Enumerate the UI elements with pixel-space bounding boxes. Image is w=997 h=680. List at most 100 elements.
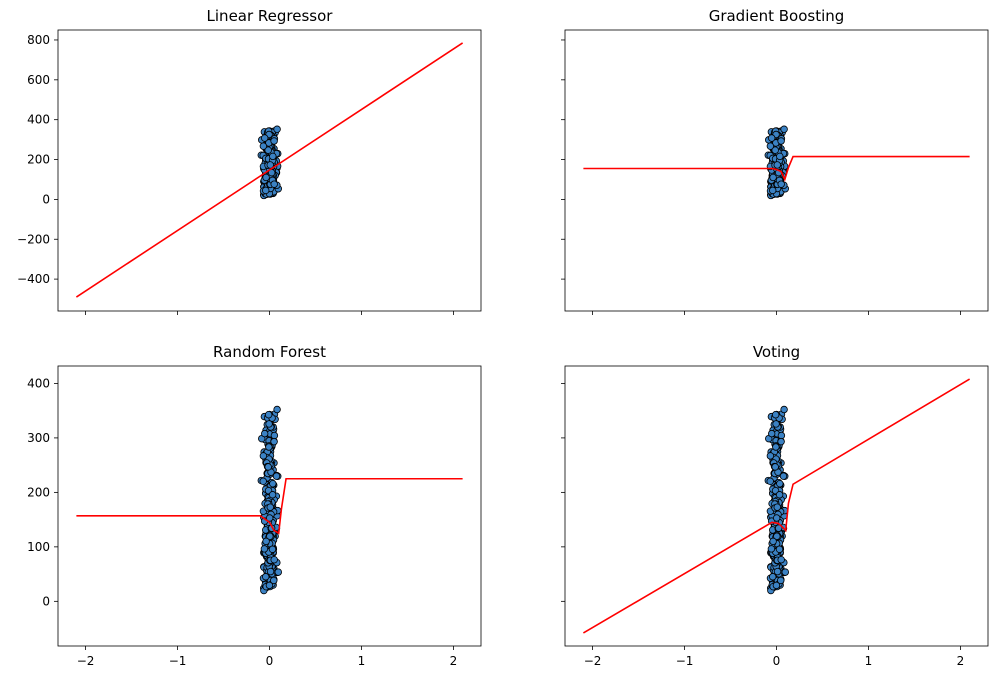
- plot-area: [75, 42, 464, 298]
- data-point: [270, 180, 278, 188]
- data-point: [270, 556, 278, 564]
- data-point: [266, 532, 274, 540]
- data-point: [273, 125, 281, 133]
- prediction-line: [583, 155, 970, 182]
- data-point: [265, 514, 274, 522]
- x-tick-label: 0: [773, 654, 781, 668]
- y-tick-label: 0: [42, 594, 50, 608]
- data-point: [270, 576, 278, 585]
- data-point: [773, 503, 781, 511]
- data-point: [773, 532, 781, 540]
- y-tick-label: 800: [27, 33, 50, 47]
- data-point: [270, 431, 279, 440]
- data-point: [265, 443, 273, 451]
- y-tick-label: 400: [27, 113, 50, 127]
- data-point: [264, 463, 272, 471]
- y-tick-label: 0: [42, 192, 50, 206]
- data-point: [771, 411, 780, 419]
- data-point: [766, 477, 774, 485]
- y-tick-label: 600: [27, 73, 50, 87]
- data-point: [777, 431, 786, 440]
- x-tick-label: 1: [865, 654, 873, 668]
- subplot-random-forest: Random Forest −2 −1 0 1 2 0 100 200 300 400: [27, 343, 482, 668]
- plot-area: [582, 378, 971, 634]
- data-point: [259, 477, 267, 485]
- y-tick-label: 300: [27, 431, 50, 445]
- data-point: [776, 479, 784, 488]
- data-point: [775, 491, 784, 499]
- prediction-line: [76, 477, 463, 535]
- data-point: [781, 568, 789, 576]
- data-point: [769, 573, 777, 581]
- data-point: [266, 503, 274, 511]
- y-tick-label: −200: [17, 232, 50, 246]
- y-tick-label: −400: [17, 272, 50, 286]
- plot-area: [583, 125, 970, 200]
- data-point: [259, 142, 268, 150]
- data-point: [259, 452, 268, 460]
- data-point: [273, 405, 281, 414]
- data-point: [775, 545, 784, 553]
- data-point: [274, 568, 282, 576]
- data-point: [260, 429, 269, 438]
- data-point: [777, 556, 785, 564]
- data-point: [272, 472, 281, 480]
- data-point: [769, 186, 777, 195]
- x-tick-label: −1: [676, 654, 694, 668]
- data-point: [777, 180, 785, 188]
- data-point: [270, 137, 278, 145]
- y-tick-label: 200: [27, 153, 50, 167]
- data-point: [769, 537, 777, 546]
- data-point: [260, 545, 269, 553]
- prediction-line: [582, 378, 971, 634]
- y-tick-label: 100: [27, 540, 50, 554]
- data-point: [266, 567, 275, 576]
- data-point: [772, 581, 781, 590]
- subplot-title: Random Forest: [213, 343, 326, 361]
- plot-area: [76, 405, 463, 595]
- data-point: [269, 479, 277, 488]
- subplot-voting: Voting −2 −1 0 1 2: [561, 343, 989, 668]
- data-point: [767, 134, 776, 142]
- y-tick-label: 200: [27, 485, 50, 499]
- data-point: [767, 545, 776, 553]
- x-tick-label: 1: [358, 654, 366, 668]
- x-tick-label: −2: [584, 654, 602, 668]
- data-point: [772, 443, 780, 451]
- subplot-title: Linear Regressor: [207, 7, 334, 25]
- x-tick-label: −1: [169, 654, 187, 668]
- data-point: [767, 429, 776, 438]
- data-point: [771, 463, 779, 471]
- data-point: [780, 405, 788, 414]
- data-point: [264, 411, 273, 419]
- data-point: [771, 146, 779, 154]
- prediction-line: [75, 42, 464, 298]
- data-point: [773, 161, 781, 169]
- data-point: [268, 491, 277, 499]
- data-point: [260, 134, 269, 142]
- data-point: [772, 514, 781, 522]
- data-point: [777, 437, 785, 446]
- subplot-gradient-boosting: Gradient Boosting: [561, 7, 989, 315]
- data-point: [262, 173, 270, 182]
- x-tick-label: 2: [957, 654, 965, 668]
- data-point: [766, 452, 775, 460]
- data-point: [262, 573, 270, 581]
- data-point: [772, 420, 780, 428]
- subplot-title: Voting: [753, 343, 800, 361]
- data-point: [264, 146, 272, 154]
- data-point: [262, 537, 270, 546]
- data-point: [269, 152, 277, 161]
- data-point: [265, 581, 274, 590]
- data-point: [776, 152, 784, 161]
- data-point: [769, 173, 777, 182]
- subplot-title: Gradient Boosting: [709, 7, 845, 25]
- data-point: [774, 524, 783, 532]
- data-point: [777, 576, 785, 585]
- data-point: [780, 125, 788, 133]
- y-tick-label: 400: [27, 376, 50, 390]
- subplot-linear-regressor: Linear Regressor −400 −200 0 200 400 600 800: [17, 7, 482, 315]
- x-tick-label: 0: [266, 654, 274, 668]
- data-point: [777, 137, 785, 145]
